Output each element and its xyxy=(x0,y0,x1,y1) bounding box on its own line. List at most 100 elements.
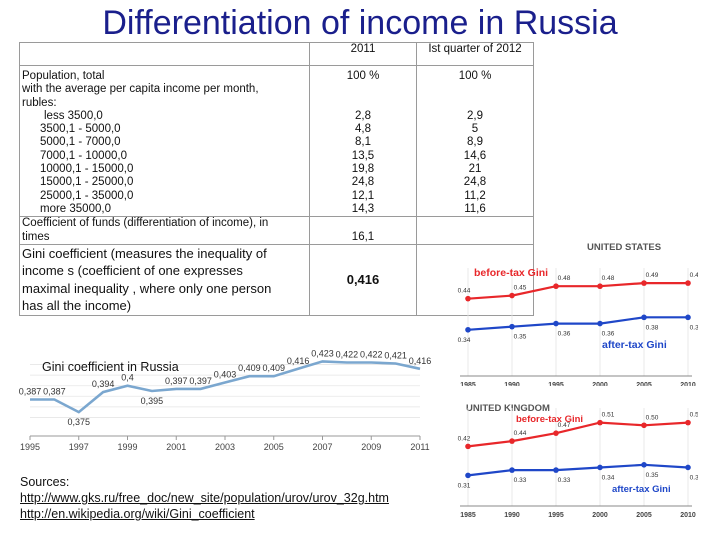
data-label: 0.42 xyxy=(458,435,471,442)
chart-title: UNITED STATES xyxy=(587,242,661,253)
data-label: 0,387 xyxy=(19,386,42,396)
series-point xyxy=(509,438,515,444)
gini-2011: 0,416 xyxy=(309,243,417,316)
data-label: 0.48 xyxy=(602,275,615,282)
coef-label: Coefficient of funds (differentiation of… xyxy=(22,217,269,230)
series-point xyxy=(641,422,647,429)
gini-label: has all the income) xyxy=(22,298,132,314)
values-2011-cell: 100 % 2,8 4,8 8,1 13,5 19,8 24,8 12,1 14… xyxy=(309,64,417,218)
data-label: 0.47 xyxy=(558,422,571,429)
data-label: 0.44 xyxy=(514,430,527,437)
data-label: 0,422 xyxy=(336,349,359,359)
gini-label-cell: Gini coefficient (measures the inequalit… xyxy=(19,243,310,316)
data-label: 0.38 xyxy=(646,324,659,331)
page-title: Differentiation of income in Russia xyxy=(102,4,618,42)
data-label: 0,421 xyxy=(384,351,407,361)
data-label: 0,4 xyxy=(121,373,134,383)
bracket-label: 10000,1 - 15000,0 xyxy=(40,163,134,176)
series-point xyxy=(465,443,471,450)
population-2012: 100 % xyxy=(458,70,492,82)
x-tick-label: 1995 xyxy=(548,382,564,386)
bracket-value-2011: 13,5 xyxy=(351,149,375,162)
series-legend: after-tax Gini xyxy=(602,339,667,351)
bracket-label: more 35000,0 xyxy=(40,202,111,215)
series-point xyxy=(685,464,691,471)
x-tick-label: 2001 xyxy=(166,442,186,452)
data-label: 0.34 xyxy=(690,474,698,481)
series-point xyxy=(641,462,647,468)
x-tick-label: 1985 xyxy=(460,512,476,519)
bracket-value-2012: 11,2 xyxy=(464,189,486,202)
data-label: 0.45 xyxy=(514,285,527,292)
gini-label: Gini coefficient (measures the inequalit… xyxy=(22,245,267,261)
subtitle-line: with the average per capita income per m… xyxy=(22,83,259,96)
bracket-value-2012: 8,9 xyxy=(467,136,483,149)
data-label: 0,394 xyxy=(92,379,115,389)
bracket-label: 7000,1 - 10000,0 xyxy=(40,149,127,162)
series-point xyxy=(641,280,647,286)
bracket-value-2011: 19,8 xyxy=(351,163,375,176)
series-line xyxy=(467,463,689,477)
data-label: 0,416 xyxy=(287,356,310,366)
table-row-coefficient: Coefficient of funds (differentiation of… xyxy=(19,216,534,245)
uk-gini-chart: UNITED KINGDOM 1985 1990 1995 2000 2005 2010 0.… xyxy=(458,403,698,519)
data-label: 0.44 xyxy=(458,288,471,295)
data-label: 0.50 xyxy=(646,414,659,421)
values-2012-cell: 100 % 2,9 5 8,9 14,6 21 24,8 11,2 11,6 xyxy=(416,64,534,218)
data-label: 0,409 xyxy=(238,363,261,373)
sources-label: Sources: xyxy=(20,475,70,489)
table-header-row: 2011 Ist quarter of 2012 xyxy=(19,42,534,66)
x-tick-label: 2005 xyxy=(264,442,284,452)
header-2011: 2011 xyxy=(309,42,417,66)
series-point xyxy=(685,419,691,426)
bracket-value-2012: 21 xyxy=(468,163,482,176)
series-point xyxy=(553,283,559,290)
gini-russia-line xyxy=(30,360,421,414)
table-row-gini: Gini coefficient (measures the inequalit… xyxy=(19,243,534,316)
series-point xyxy=(509,323,515,330)
coef-label: times xyxy=(22,230,50,243)
series-point xyxy=(685,314,691,321)
data-label: 0.51 xyxy=(602,412,615,419)
bracket-value-2012: 14,6 xyxy=(463,149,487,162)
bracket-label: 5000,1 - 7000,0 xyxy=(40,136,121,149)
population-label: Population, total xyxy=(22,70,105,82)
gini-2012-empty xyxy=(416,243,534,316)
series-legend: before-tax Gini xyxy=(474,267,548,279)
series-point xyxy=(465,472,471,479)
header-2012: Ist quarter of 2012 xyxy=(416,42,534,66)
us-gini-chart: UNITED STATES 1985 1990 1995 2000 2005 2010 0.4… xyxy=(458,242,698,386)
x-tick-label: 2007 xyxy=(312,442,332,452)
series-point xyxy=(553,467,559,473)
bracket-label: 15000,1 - 25000,0 xyxy=(40,176,134,189)
data-label: 0.49 xyxy=(646,272,659,279)
source-link-wikipedia[interactable]: http://en.wikipedia.org/wiki/Gini_coeffi… xyxy=(20,507,255,521)
data-label: 0,395 xyxy=(141,396,164,406)
series-line xyxy=(467,316,688,331)
data-label: 0,422 xyxy=(360,349,383,359)
bracket-value-2011: 14,3 xyxy=(351,202,375,215)
data-label: 0.51 xyxy=(690,412,698,419)
series-point xyxy=(597,464,603,471)
header-empty-cell xyxy=(19,42,310,66)
source-link-gks[interactable]: http://www.gks.ru/free_doc/new_site/popu… xyxy=(20,491,389,505)
x-tick-label: 2000 xyxy=(592,382,608,386)
income-table: 2011 Ist quarter of 2012 Population, tot… xyxy=(19,42,534,316)
data-label: 0.35 xyxy=(514,334,527,341)
data-label: 0,397 xyxy=(189,376,212,386)
bracket-label: 3500,1 - 5000,0 xyxy=(40,123,121,136)
x-tick-label: 1995 xyxy=(548,512,564,519)
series-point xyxy=(685,280,691,286)
data-label: 0.38 xyxy=(690,324,698,331)
bracket-value-2011: 2,8 xyxy=(355,109,371,122)
data-label: 0.49 xyxy=(690,272,698,279)
brackets-label-cell: Population, total with the average per c… xyxy=(19,64,310,218)
data-label: 0.33 xyxy=(514,477,527,484)
data-label: 0.34 xyxy=(458,337,471,344)
table-row-brackets: Population, total with the average per c… xyxy=(19,64,534,218)
x-tick-label: 1985 xyxy=(460,382,476,386)
series-point xyxy=(597,419,603,426)
x-tick-label: 2011 xyxy=(410,442,429,452)
x-tick-label: 2003 xyxy=(215,442,235,452)
